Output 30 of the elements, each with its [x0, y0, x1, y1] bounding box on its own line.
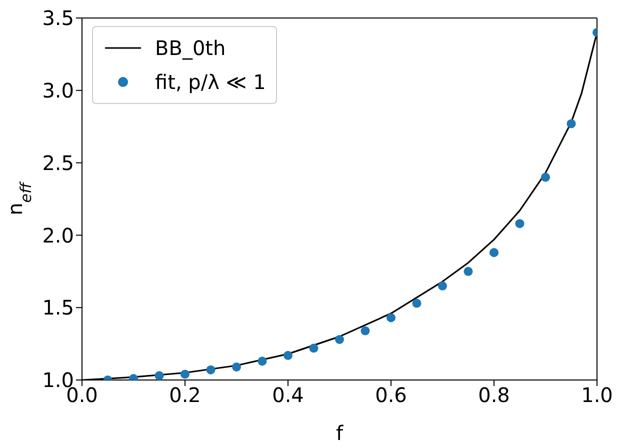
point: [464, 266, 473, 276]
point: [258, 356, 267, 366]
point: [489, 248, 499, 258]
y-tick-label: 1.5: [42, 296, 74, 320]
y-tick-label: 3.5: [42, 6, 74, 30]
point: [309, 344, 318, 353]
point: [515, 219, 524, 228]
x-tick-label: 0.4: [272, 383, 304, 408]
point: [566, 119, 576, 128]
x-axis-title: f: [336, 421, 344, 445]
y-tick-label: 3.0: [42, 78, 74, 102]
legend-label: fit, p/λ ≪ 1: [155, 69, 266, 96]
point: [283, 350, 293, 360]
legend-label: BB_0th: [155, 35, 226, 62]
point: [334, 334, 344, 344]
point: [540, 172, 550, 182]
point: [206, 365, 216, 374]
point: [386, 313, 396, 322]
x-tick-label: 0.6: [375, 383, 407, 408]
point: [180, 370, 190, 379]
x-tick-label: 1.0: [581, 383, 613, 408]
y-tick-label: 2.5: [42, 150, 74, 175]
point: [412, 298, 422, 308]
x-tick-label: 0.8: [478, 383, 510, 408]
point: [360, 326, 370, 336]
point: [232, 362, 242, 372]
x-tick-label: 0.2: [169, 383, 201, 408]
y-tick-label: 2.0: [42, 223, 74, 248]
point: [154, 371, 164, 380]
point: [438, 281, 448, 290]
